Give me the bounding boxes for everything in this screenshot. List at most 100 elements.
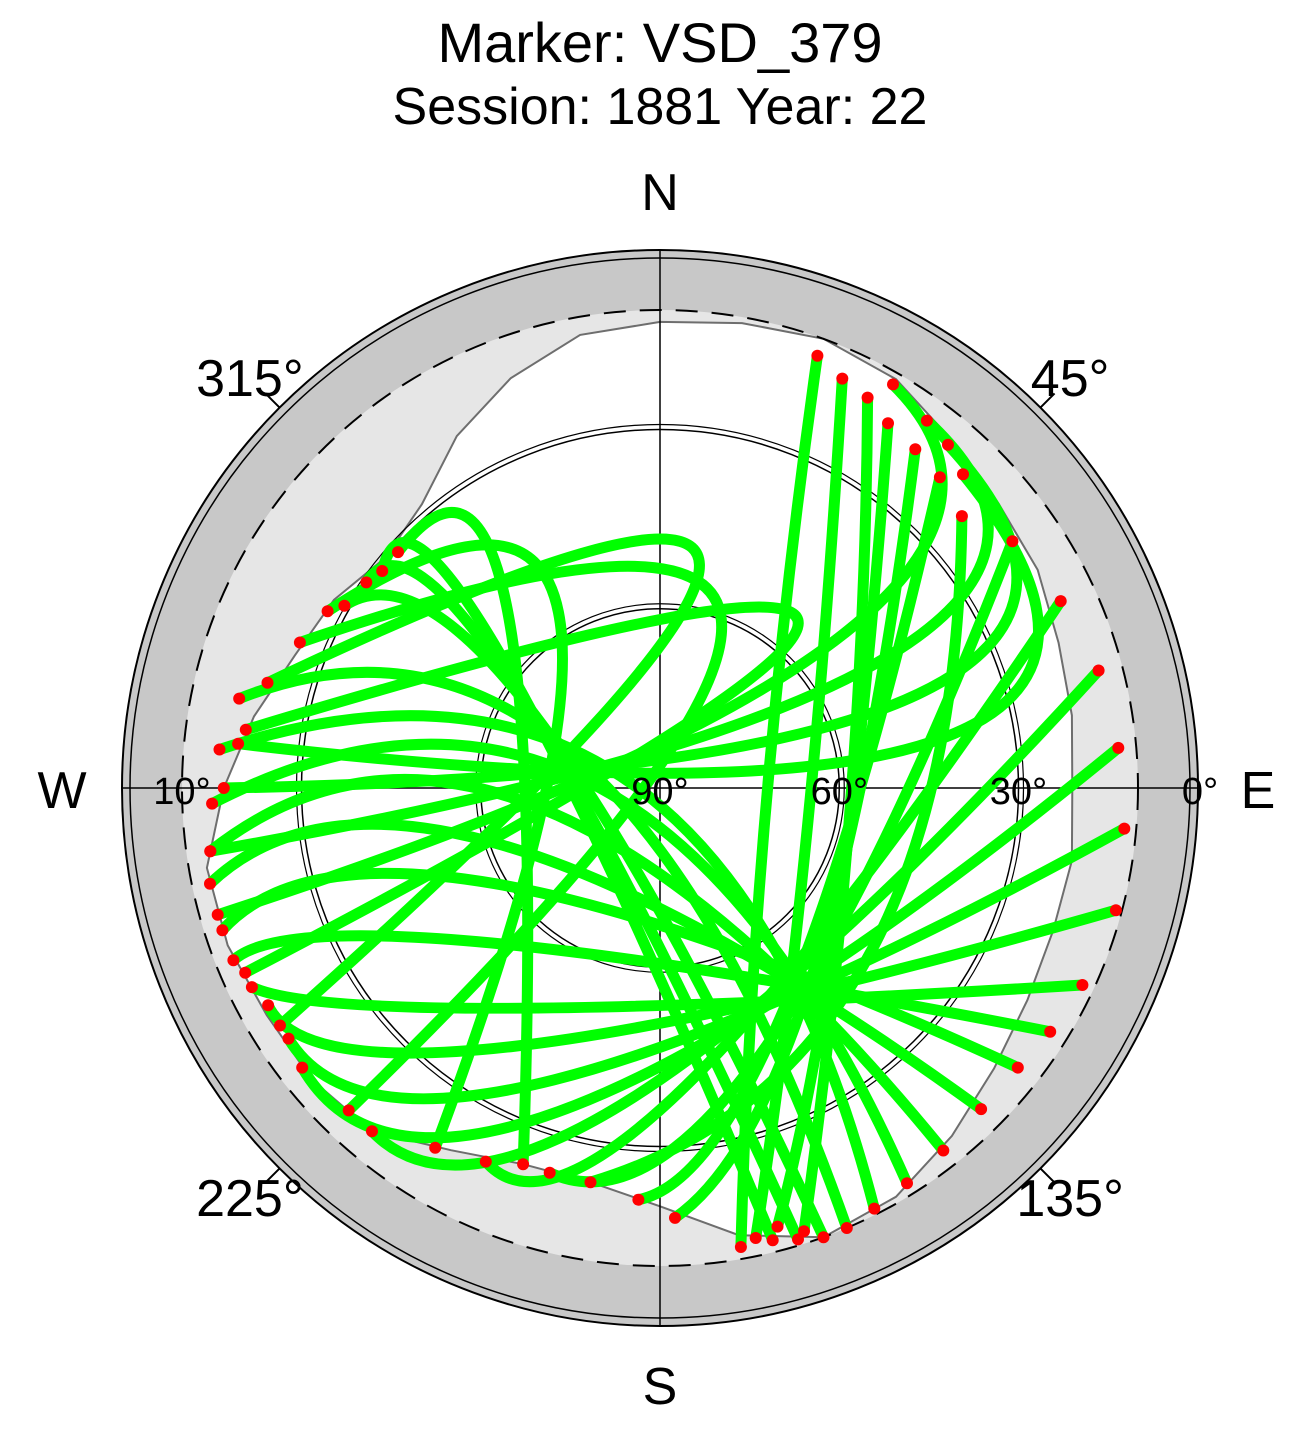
track-end-point [920, 414, 933, 427]
track-start-point [933, 471, 946, 484]
chart-title: Marker: VSD_379 [437, 11, 882, 74]
elevation-label-60: 60° [811, 771, 868, 813]
satellite-track-28 [262, 533, 705, 1031]
track-start-point [1044, 1025, 1057, 1038]
track-start-point [1112, 741, 1125, 754]
elevation-label-10: 10° [153, 771, 210, 813]
track-end-point [771, 1220, 784, 1233]
satellite-track-33 [232, 468, 1044, 779]
track-start-point [429, 1141, 442, 1154]
elevation-label-0: 0° [1182, 771, 1218, 813]
track-start-point [792, 1233, 804, 1246]
azimuth-tick-45 [1039, 392, 1056, 409]
track-end-point [204, 877, 216, 890]
track-start-point [204, 845, 217, 858]
azimuth-label-45: 45° [1031, 350, 1110, 408]
track-end-point [543, 1166, 556, 1179]
track-end-point [632, 1193, 645, 1206]
track-start-point [217, 782, 230, 794]
satellite-track-8 [544, 535, 1018, 1188]
azimuth-tick-225 [264, 1167, 281, 1184]
track-end-point [366, 1125, 378, 1138]
satellite-track-21 [233, 666, 853, 1234]
azimuth-label-315: 315° [196, 350, 304, 408]
track-end-point [262, 999, 275, 1012]
azimuth-tick-135 [1039, 1167, 1056, 1184]
track-end-point [392, 546, 404, 559]
track-end-point [957, 468, 969, 481]
track-end-point [584, 1176, 597, 1189]
track-end-point [376, 565, 389, 577]
satellite-track-20 [214, 710, 880, 1215]
track-start-point [840, 1222, 853, 1234]
satellite-track-30 [212, 378, 948, 921]
track-start-point [1054, 595, 1067, 608]
track-start-point [868, 1202, 881, 1215]
track-start-point [937, 1144, 950, 1157]
elevation-label-30: 30° [990, 771, 1047, 813]
track-end-point [360, 576, 373, 589]
track-start-point [211, 908, 224, 921]
track-end-point [321, 605, 334, 618]
satellite-track-9 [480, 595, 1067, 1188]
north-label: N [641, 164, 679, 222]
elevation-label-90: 90° [631, 771, 688, 813]
track-start-point [1092, 664, 1105, 677]
track-start-point [955, 510, 968, 523]
east-label: E [1241, 762, 1276, 820]
track-start-point [817, 1231, 830, 1244]
track-end-point [942, 438, 954, 451]
track-end-point [293, 636, 306, 649]
track-end-point [669, 1211, 681, 1224]
satellite-track-10 [366, 665, 1105, 1171]
chart-subtitle: Session: 1881 Year: 22 [393, 78, 928, 136]
track-end-point [239, 723, 252, 736]
track-end-point [216, 924, 229, 937]
track-end-point [261, 676, 274, 689]
track-end-point [233, 692, 246, 705]
elevation-labels: 0° 10° 30° 60° 90° [153, 771, 1218, 813]
track-start-point [811, 349, 824, 362]
track-end-point [213, 743, 226, 756]
track-start-point [975, 1103, 988, 1116]
track-start-point [901, 1177, 913, 1190]
azimuth-tick-315 [264, 392, 281, 409]
track-start-point [342, 1104, 355, 1117]
track-start-point [861, 391, 874, 404]
track-end-point [282, 1032, 295, 1045]
track-start-point [1109, 904, 1122, 917]
track-end-point [227, 954, 240, 967]
track-start-point [274, 1019, 286, 1032]
south-label: S [643, 1358, 678, 1416]
track-start-point [766, 1234, 779, 1247]
satellite-track-29 [239, 601, 804, 979]
satellite-track-26 [322, 539, 568, 1154]
track-start-point [517, 1158, 530, 1171]
track-end-point [887, 378, 899, 391]
track-start-point [836, 372, 849, 385]
track-end-point [479, 1155, 492, 1168]
track-start-point [1076, 979, 1089, 991]
azimuth-labels: 45° 135° 225° 315° [196, 350, 1124, 1228]
track-start-point [232, 737, 245, 750]
track-start-point [909, 443, 922, 456]
west-label: W [37, 762, 86, 820]
track-start-point [1011, 1061, 1024, 1074]
track-end-point [206, 797, 219, 810]
azimuth-label-225: 225° [196, 1170, 304, 1228]
track-endpoints [204, 349, 1131, 1253]
track-end-point [245, 981, 258, 994]
satellite-track-11 [296, 742, 1124, 1144]
track-end-point [296, 1061, 309, 1074]
track-start-point [239, 966, 252, 979]
track-end-point [798, 1225, 810, 1238]
azimuth-label-135: 135° [1016, 1170, 1124, 1228]
track-end-point [749, 1232, 762, 1244]
polar-plot-area [121, 249, 1199, 1327]
track-start-point [1118, 822, 1131, 835]
track-end-point [338, 599, 351, 612]
track-start-point [882, 417, 894, 430]
satellite-track-25 [392, 506, 534, 1170]
track-start-point [1006, 535, 1019, 548]
track-end-point [734, 1241, 747, 1253]
